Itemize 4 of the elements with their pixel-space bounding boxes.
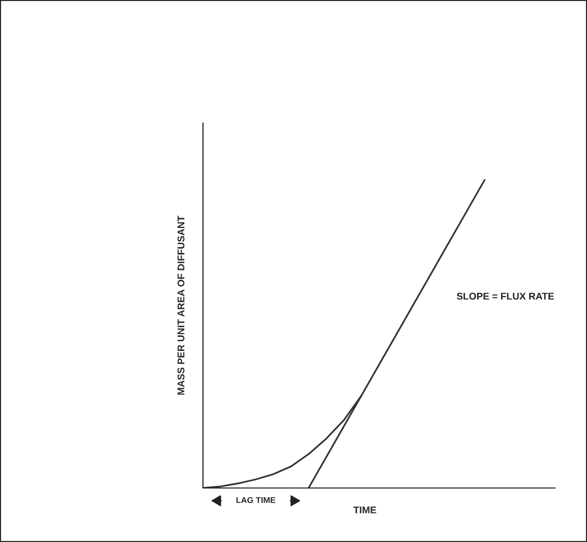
text: SLOPE = FLUX RATE	[456, 292, 554, 300]
y-axis-title: MASS PER UNIT AREA OF DIFFUSANT	[178, 216, 184, 395]
text: LAG TIME	[236, 497, 276, 504]
x-axis-title: TIME	[353, 506, 376, 514]
